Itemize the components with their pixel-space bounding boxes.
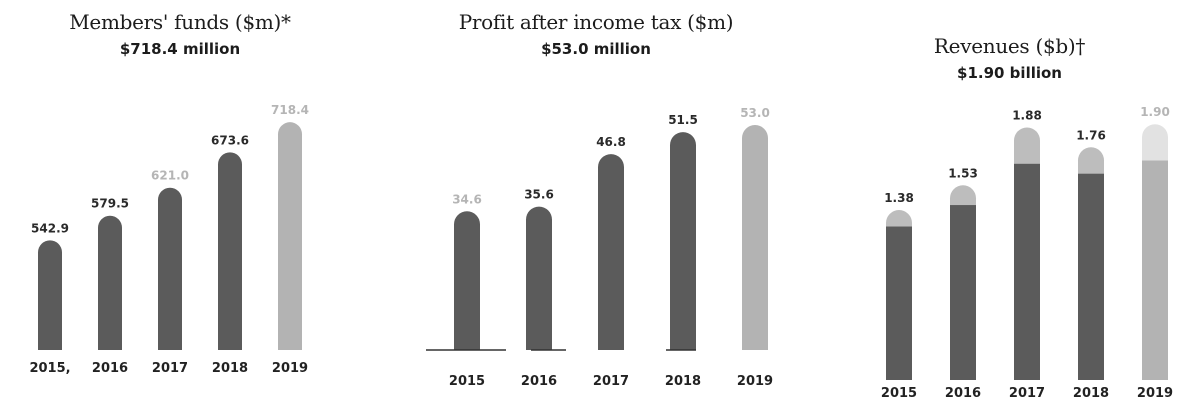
- bar: [670, 132, 696, 350]
- bar: [742, 125, 768, 350]
- profit-chart: 34.6 2015 35.6 2016 46.8 2017 51.5 2018 53.0 2019: [426, 106, 773, 389]
- profit-panel: Profit after income tax ($m) $53.0 milli…: [396, 0, 796, 401]
- chart-subtitle: $53.0 million: [541, 40, 651, 58]
- bar: [454, 211, 480, 350]
- x-tick-label: 2016: [945, 386, 981, 401]
- data-label: 34.6: [452, 192, 482, 206]
- data-label: 1.53: [948, 166, 978, 180]
- chart-title: Members' funds ($m)*: [69, 10, 291, 34]
- data-label: 51.5: [668, 113, 698, 127]
- bar-base: [598, 337, 624, 350]
- bar-base: [454, 337, 480, 350]
- x-tick-label: 2018: [665, 374, 701, 389]
- bar: [598, 154, 624, 350]
- data-label: 579.5: [91, 197, 129, 211]
- chart-subtitle: $718.4 million: [119, 40, 241, 58]
- data-label: 621.0: [151, 169, 189, 183]
- x-tick-label: 2015: [881, 386, 917, 401]
- x-tick-label: 2016: [521, 374, 557, 389]
- chart-title: Revenues ($b)†: [933, 34, 1086, 58]
- data-label: 1.38: [884, 191, 914, 205]
- data-label: 673.6: [211, 133, 249, 147]
- x-tick-label: 2018: [212, 361, 248, 376]
- data-label: 53.0: [740, 106, 770, 120]
- x-tick-label: 2017: [1009, 386, 1045, 401]
- data-label: 718.4: [271, 103, 309, 117]
- data-label: 46.8: [596, 135, 626, 149]
- bar: [1014, 163, 1040, 380]
- x-tick-label: 2017: [593, 374, 629, 389]
- revenues-chart: 1.38 2015 1.53 2016 1.88 2017 1.76 2018 1.90 2019: [881, 105, 1173, 401]
- x-tick-label: 2018: [1073, 386, 1109, 401]
- x-tick-label: 2015,: [29, 361, 70, 376]
- bar-base: [670, 337, 696, 350]
- chart-subtitle: $1.90 billion: [957, 64, 1062, 82]
- x-tick-label: 2019: [272, 361, 308, 376]
- bar: [526, 206, 552, 350]
- x-tick-label: 2016: [92, 361, 128, 376]
- bar: [98, 215, 122, 350]
- bar-base: [526, 337, 552, 350]
- bar-base: [218, 338, 242, 350]
- x-tick-label: 2017: [152, 361, 188, 376]
- x-tick-label: 2019: [1137, 386, 1173, 401]
- bar-base: [98, 338, 122, 350]
- data-label: 35.6: [524, 188, 554, 202]
- bar-base: [278, 338, 302, 350]
- bar-base: [158, 338, 182, 350]
- bar-base: [38, 338, 62, 350]
- chart-title: Profit after income tax ($m): [458, 10, 734, 34]
- data-label: 1.90: [1140, 105, 1170, 119]
- bar: [1142, 160, 1168, 380]
- revenues-panel: Revenues ($b)† $1.90 billion 1.38 2015 1.5…: [830, 0, 1189, 401]
- x-tick-label: 2019: [737, 374, 773, 389]
- bar: [158, 187, 182, 350]
- x-tick-label: 2015: [449, 374, 485, 389]
- bar: [218, 152, 242, 350]
- data-label: 1.88: [1012, 109, 1042, 123]
- members-funds-chart: 542.9 2015, 579.5 2016 621.0 2017 673.6 2018 718…: [29, 103, 309, 376]
- bar: [886, 226, 912, 380]
- bar-base: [742, 337, 768, 350]
- bar: [278, 122, 302, 350]
- bar: [950, 205, 976, 380]
- bar: [1078, 173, 1104, 380]
- data-label: 542.9: [31, 221, 69, 235]
- data-label: 1.76: [1076, 128, 1106, 142]
- bar: [38, 240, 62, 350]
- members-funds-panel: Members' funds ($m)* $718.4 million 542.…: [0, 0, 360, 401]
